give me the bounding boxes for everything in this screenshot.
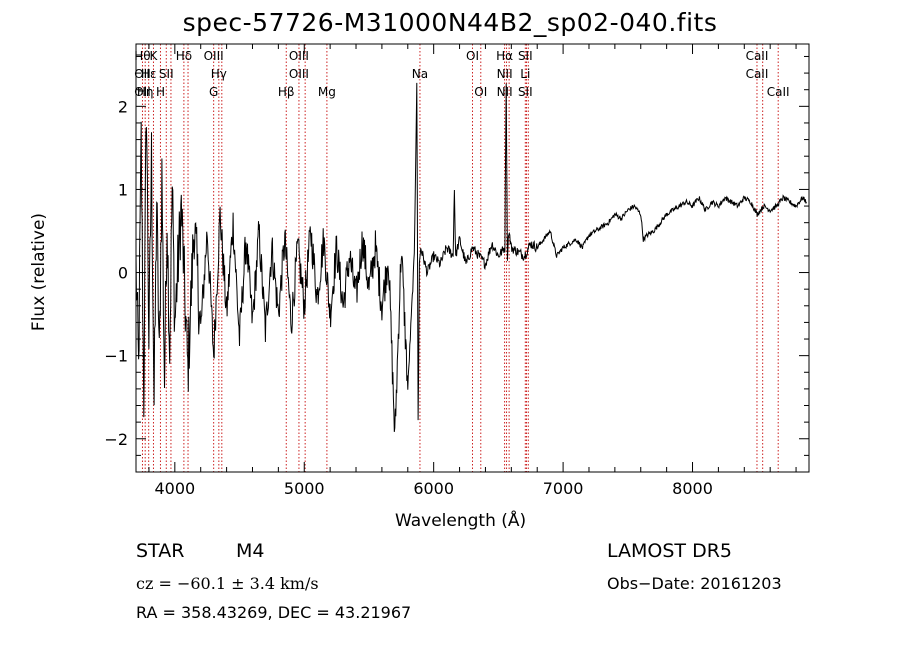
y-tick-label: 0 [118, 264, 128, 283]
line-marker-label: Li [520, 67, 530, 81]
line-marker-label: Hη [137, 85, 154, 99]
plot-frame [135, 43, 810, 473]
line-marker-label: Hβ [278, 85, 295, 99]
line-marker-label: OII [134, 67, 151, 81]
line-marker-label: OI [474, 85, 487, 99]
line-marker-label: OIII [289, 49, 309, 63]
object-class: STAR [136, 540, 185, 562]
line-marker-label: OII [134, 85, 151, 99]
y-axis-label: Flux (relative) [29, 212, 49, 332]
y-tick-label: 2 [118, 97, 128, 116]
line-marker-label: SII [159, 67, 174, 81]
observation-date: Obs−Date: 20161203 [607, 574, 782, 593]
x-tick-label: 5000 [284, 479, 325, 498]
line-marker-label: OIII [289, 67, 309, 81]
coordinates-text: RA = 358.43269, DEC = 43.21967 [136, 603, 412, 622]
line-marker-label: H [156, 85, 165, 99]
line-marker-label: Hε [141, 67, 157, 81]
line-marker-label: CaII [767, 85, 790, 99]
line-marker-label: CaII [746, 67, 769, 81]
y-tick-label: −2 [104, 430, 128, 449]
line-marker-label: CaII [746, 49, 769, 63]
line-marker-label: SII [518, 49, 533, 63]
line-marker-label: OI [466, 49, 479, 63]
x-tick-label: 4000 [154, 479, 195, 498]
line-marker-label: OIII [204, 49, 224, 63]
x-axis-label: Wavelength (Å) [395, 511, 527, 531]
line-marker-label: Hθ [134, 49, 150, 63]
y-tick-label: −1 [104, 347, 128, 366]
line-marker-label: Hα [496, 49, 513, 63]
y-tick-label: 1 [118, 180, 128, 199]
chart-title: spec-57726-M31000N44B2_sp02-040.fits [182, 8, 718, 37]
x-tick-label: 8000 [672, 479, 713, 498]
line-marker-label: Hγ [211, 67, 227, 81]
line-marker-label: SII [518, 85, 533, 99]
line-marker-label: Mg [318, 85, 336, 99]
line-marker-label: NII [497, 85, 513, 99]
redshift-text: cz = −60.1 ± 3.4 km/s [136, 574, 319, 593]
line-marker-label: Hδ [176, 49, 192, 63]
line-marker-label: K [150, 49, 159, 63]
survey-name: LAMOST DR5 [607, 540, 732, 562]
line-marker-label: G [209, 85, 218, 99]
spectrum-line [135, 82, 807, 432]
x-tick-label: 7000 [543, 479, 584, 498]
object-subclass: M4 [236, 540, 265, 562]
line-marker-label: Na [412, 67, 428, 81]
line-marker-label: NII [497, 67, 513, 81]
x-tick-label: 6000 [413, 479, 454, 498]
